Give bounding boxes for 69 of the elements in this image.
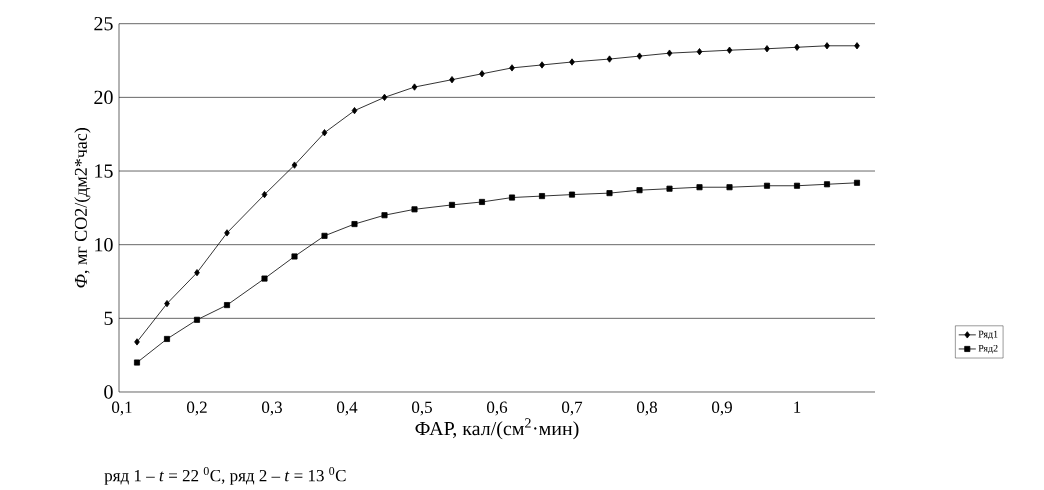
legend-label: Ряд2 xyxy=(978,344,998,354)
x-tick-label: 0,7 xyxy=(562,401,583,416)
point xyxy=(134,338,140,346)
point xyxy=(569,191,576,198)
point xyxy=(134,359,140,366)
y-tick-label: 10 xyxy=(95,237,113,252)
point xyxy=(794,182,801,189)
y-tick-label: 25 xyxy=(94,16,113,31)
point xyxy=(291,161,298,169)
point xyxy=(854,42,860,50)
point xyxy=(261,190,268,199)
legend-label: Ряд1 xyxy=(978,330,998,340)
point xyxy=(764,182,771,189)
x-tick-label: 0,4 xyxy=(337,401,358,416)
x-tick-label: 0,8 xyxy=(637,401,657,416)
point xyxy=(696,48,703,56)
y-tick-label: 5 xyxy=(104,311,113,325)
point xyxy=(449,201,455,208)
point xyxy=(479,198,486,205)
point xyxy=(164,300,170,308)
point xyxy=(636,187,643,194)
point xyxy=(411,206,418,213)
point xyxy=(606,190,613,197)
point xyxy=(824,181,831,188)
point xyxy=(666,49,673,57)
point xyxy=(726,46,733,54)
y-axis-title: Ф, мг СО2/(дм2*час) xyxy=(74,127,91,288)
point xyxy=(824,42,830,50)
point xyxy=(479,70,485,78)
point xyxy=(764,45,770,53)
point xyxy=(606,55,613,63)
x-tick-label: 0,1 xyxy=(112,401,132,416)
point xyxy=(449,76,455,84)
point xyxy=(164,335,170,342)
point xyxy=(569,58,575,66)
y-tick-label: 20 xyxy=(94,90,113,105)
x-tick-label: 0,9 xyxy=(712,401,732,416)
y-tick-label: 0 xyxy=(104,385,113,399)
point xyxy=(351,107,358,115)
point xyxy=(696,184,703,191)
text: ряд 1 – t = 22 $^{0}$C, ряд 2 – t = 13 $^{0}$C xyxy=(104,466,346,485)
point xyxy=(539,193,546,200)
point xyxy=(321,232,328,239)
point xyxy=(794,43,800,51)
point xyxy=(539,61,545,69)
point xyxy=(224,229,230,237)
point xyxy=(509,64,515,72)
x-tick-label: 0,5 xyxy=(412,401,432,416)
point xyxy=(194,316,200,323)
x-axis-title: ФАР, кал/(см$^{2}$·мин) xyxy=(415,418,579,440)
point xyxy=(381,212,388,219)
point xyxy=(194,269,200,277)
point xyxy=(411,83,418,91)
y-tick-label: 15 xyxy=(95,164,113,178)
point xyxy=(321,129,328,137)
point xyxy=(291,253,298,260)
point xyxy=(381,93,388,101)
x-tick-label: 0,3 xyxy=(262,401,282,416)
point xyxy=(509,194,516,201)
point xyxy=(726,184,733,191)
point xyxy=(351,221,358,228)
point xyxy=(666,185,673,192)
x-tick-label: 0,6 xyxy=(487,401,508,416)
point xyxy=(261,275,268,282)
x-tick-label: 0,2 xyxy=(187,401,207,416)
x-tick-label: 1 xyxy=(794,401,801,413)
point xyxy=(636,52,643,60)
point xyxy=(854,179,861,186)
point xyxy=(224,302,230,309)
